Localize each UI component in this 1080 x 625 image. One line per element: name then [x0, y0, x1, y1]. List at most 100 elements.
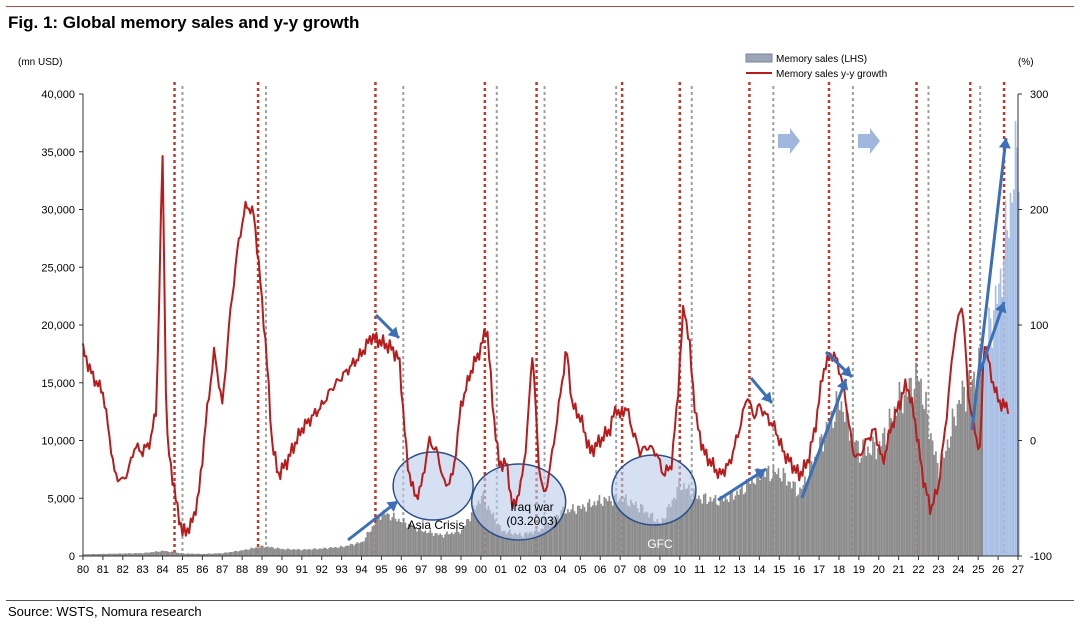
sales-bar	[356, 542, 359, 556]
sales-bar	[820, 434, 823, 556]
sales-bar	[948, 447, 951, 556]
sales-bar	[117, 553, 120, 556]
x-tick-label: 06	[594, 564, 606, 576]
sales-bar	[220, 553, 223, 556]
sales-bar	[243, 549, 246, 556]
trend-arrow-shaft	[347, 499, 399, 542]
x-tick-label: 90	[276, 564, 288, 576]
x-axis-ticks: 80 81 82 83 84 85 86 87 88 89 90 91 92 93 94 95 96 97 98 99…	[77, 556, 1024, 576]
sales-bar	[848, 440, 851, 556]
sales-bar	[830, 410, 833, 556]
sales-bar	[713, 498, 715, 556]
sales-bar	[857, 441, 859, 556]
sales-bar	[850, 433, 853, 556]
sales-bar	[119, 553, 122, 556]
legend-label-sales: Memory sales (LHS)	[776, 54, 867, 65]
x-tick-label: 99	[455, 564, 467, 576]
sales-bar	[757, 468, 760, 556]
sales-bar	[499, 525, 501, 556]
sales-bar	[318, 548, 321, 556]
sales-bar	[591, 505, 594, 556]
sales-bar	[936, 463, 939, 556]
sales-bar	[283, 549, 286, 556]
sales-bar	[349, 543, 352, 556]
sales-bar	[540, 528, 543, 556]
sales-bar	[906, 396, 909, 556]
x-tick-label: 82	[117, 564, 129, 576]
sales-bar	[189, 553, 191, 556]
sales-bar	[1001, 296, 1004, 556]
sales-bar	[1011, 202, 1014, 556]
sales-bar	[363, 541, 365, 556]
sales-bar	[444, 534, 447, 556]
x-tick-label: 85	[176, 564, 188, 576]
sales-bar	[1018, 191, 1020, 556]
sales-bar	[104, 554, 107, 556]
sales-bar	[900, 391, 902, 556]
sales-bar	[320, 548, 322, 556]
sales-bar	[825, 422, 828, 556]
growth-line	[82, 155, 1010, 537]
sales-bar	[938, 485, 941, 556]
sales-bar	[338, 547, 340, 556]
sales-bar	[780, 481, 783, 556]
sales-bar	[265, 546, 268, 556]
sales-bar	[923, 409, 926, 556]
sales-bar	[263, 547, 266, 556]
sales-bar	[981, 373, 984, 556]
sales-bar	[520, 535, 523, 556]
sales-bar	[747, 482, 750, 556]
left-tick-label: 30,000	[41, 205, 75, 217]
sales-bar	[147, 552, 150, 556]
sales-bar	[86, 554, 88, 556]
sales-bar	[306, 549, 309, 556]
sales-bar	[898, 382, 901, 556]
sales-bar	[626, 505, 629, 556]
bottom-rule	[6, 600, 1074, 601]
sales-bar	[762, 470, 765, 556]
sales-bar	[456, 528, 458, 556]
sales-bar	[83, 554, 85, 556]
sales-bar	[817, 456, 820, 556]
sales-bar	[691, 498, 694, 556]
sales-bar	[522, 537, 524, 556]
x-tick-label: 04	[554, 564, 566, 576]
sales-bar	[228, 552, 231, 556]
sales-bar	[233, 551, 236, 556]
left-tick-label: 10,000	[41, 436, 75, 448]
x-tick-label: 92	[316, 564, 328, 576]
sales-bar	[654, 522, 657, 556]
sales-bar	[389, 520, 392, 556]
sales-bar	[968, 371, 970, 556]
sales-bar	[155, 551, 158, 556]
sales-bar	[711, 501, 713, 556]
sales-bar	[296, 549, 299, 556]
sales-bar	[694, 491, 697, 556]
x-tick-label: 00	[475, 564, 487, 576]
sales-bar	[787, 481, 790, 556]
sales-bar	[112, 553, 115, 556]
sales-bar	[615, 493, 617, 556]
x-tick-label: 02	[515, 564, 527, 576]
sales-bar	[550, 519, 553, 556]
x-tick-label: 14	[753, 564, 765, 576]
sales-bar	[998, 283, 1000, 556]
sales-bar	[260, 545, 263, 556]
x-tick-label: 16	[793, 564, 805, 576]
sales-bar	[668, 504, 670, 556]
sales-bar	[381, 511, 384, 556]
sales-bar	[421, 531, 423, 556]
sales-bar	[225, 552, 228, 556]
sales-bar	[608, 496, 611, 556]
sales-bar	[331, 547, 334, 556]
sales-bar	[323, 547, 326, 556]
sales-bar	[950, 436, 952, 556]
sales-bar	[661, 517, 664, 556]
sales-bar	[126, 553, 128, 556]
sales-bar	[933, 454, 936, 556]
sales-bar	[636, 508, 639, 556]
sales-bar	[892, 421, 894, 556]
sales-bar	[583, 507, 586, 556]
sales-bar	[454, 532, 456, 556]
sales-bar	[575, 513, 578, 556]
